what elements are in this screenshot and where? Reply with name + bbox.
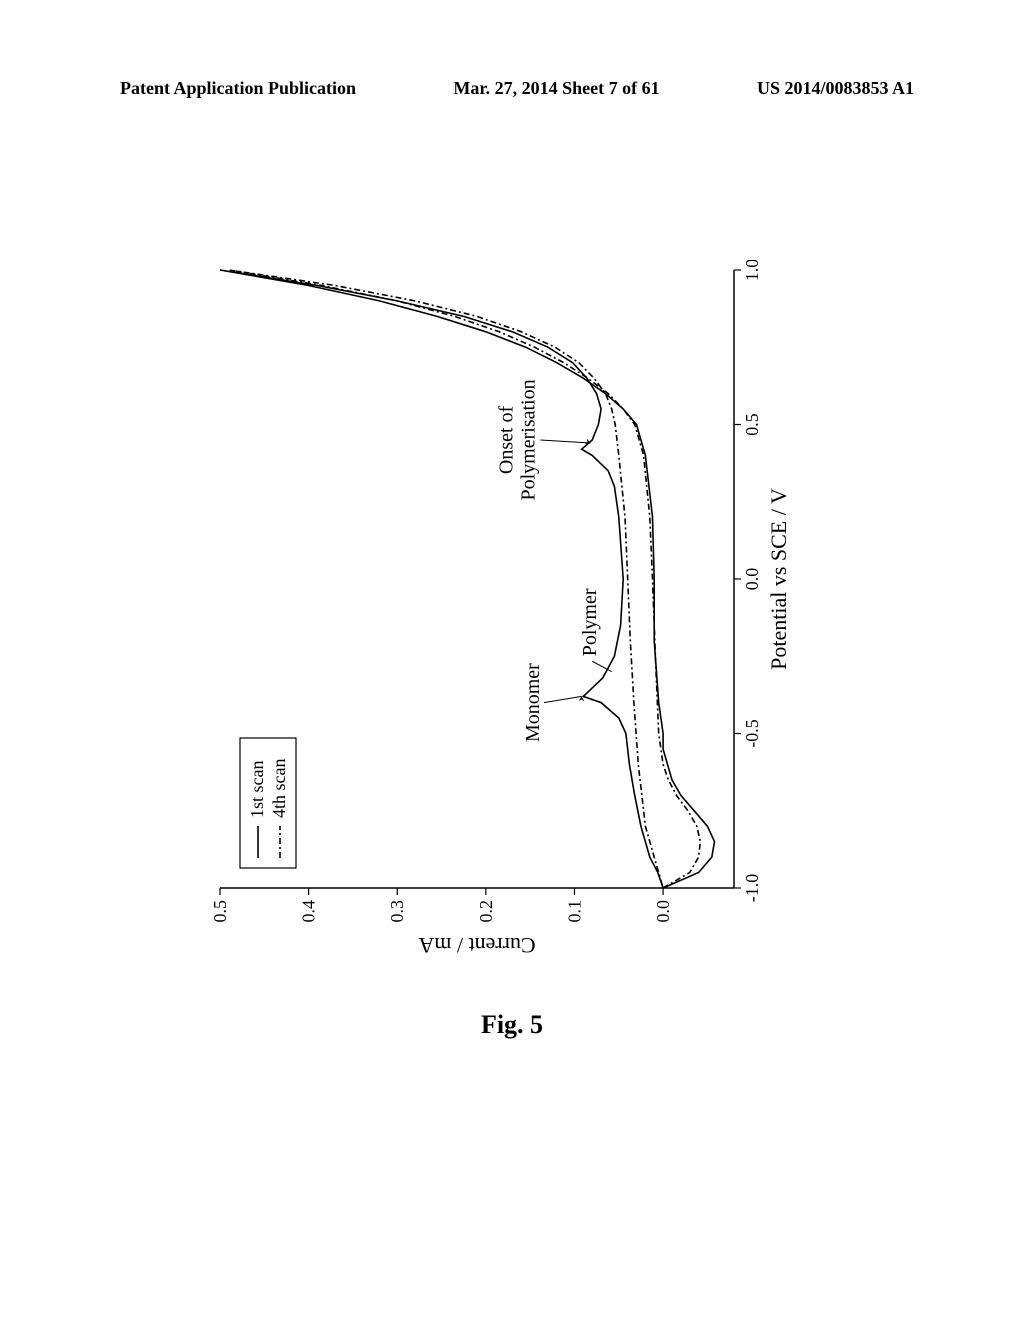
svg-text:-1.0: -1.0 xyxy=(742,874,762,903)
header-right: US 2014/0083853 A1 xyxy=(757,78,914,99)
svg-text:-0.5: -0.5 xyxy=(742,719,762,748)
svg-text:0.4: 0.4 xyxy=(299,900,319,923)
cv-chart: -1.0 -0.5 0.0 0.5 1.0 0.0 0.1 0.2 0.3 0.4 0.5 Poten… xyxy=(210,260,800,960)
svg-text:4th scan: 4th scan xyxy=(269,759,289,818)
svg-text:Monomer: Monomer xyxy=(522,663,544,742)
svg-text:Potential vs SCE / V: Potential vs SCE / V xyxy=(766,488,791,670)
svg-text:0.0: 0.0 xyxy=(653,900,673,923)
page-header: Patent Application Publication Mar. 27, … xyxy=(0,78,1024,99)
svg-text:Current / mA: Current / mA xyxy=(418,933,535,958)
svg-text:0.0: 0.0 xyxy=(742,568,762,591)
svg-text:Polymerisation: Polymerisation xyxy=(517,379,539,500)
svg-text:0.2: 0.2 xyxy=(476,900,496,923)
svg-text:0.1: 0.1 xyxy=(564,900,584,923)
svg-text:1st scan: 1st scan xyxy=(247,761,267,819)
figure-caption: Fig. 5 xyxy=(0,1010,1024,1040)
svg-text:Polymer: Polymer xyxy=(579,588,601,656)
svg-text:1.0: 1.0 xyxy=(742,260,762,281)
cv-chart-svg: -1.0 -0.5 0.0 0.5 1.0 0.0 0.1 0.2 0.3 0.4 0.5 Poten… xyxy=(210,260,800,960)
header-left: Patent Application Publication xyxy=(120,78,356,99)
svg-text:0.3: 0.3 xyxy=(387,900,407,923)
header-center: Mar. 27, 2014 Sheet 7 of 61 xyxy=(453,78,659,99)
svg-text:Onset of: Onset of xyxy=(495,405,517,474)
svg-text:0.5: 0.5 xyxy=(210,900,230,923)
svg-text:0.5: 0.5 xyxy=(742,413,762,436)
